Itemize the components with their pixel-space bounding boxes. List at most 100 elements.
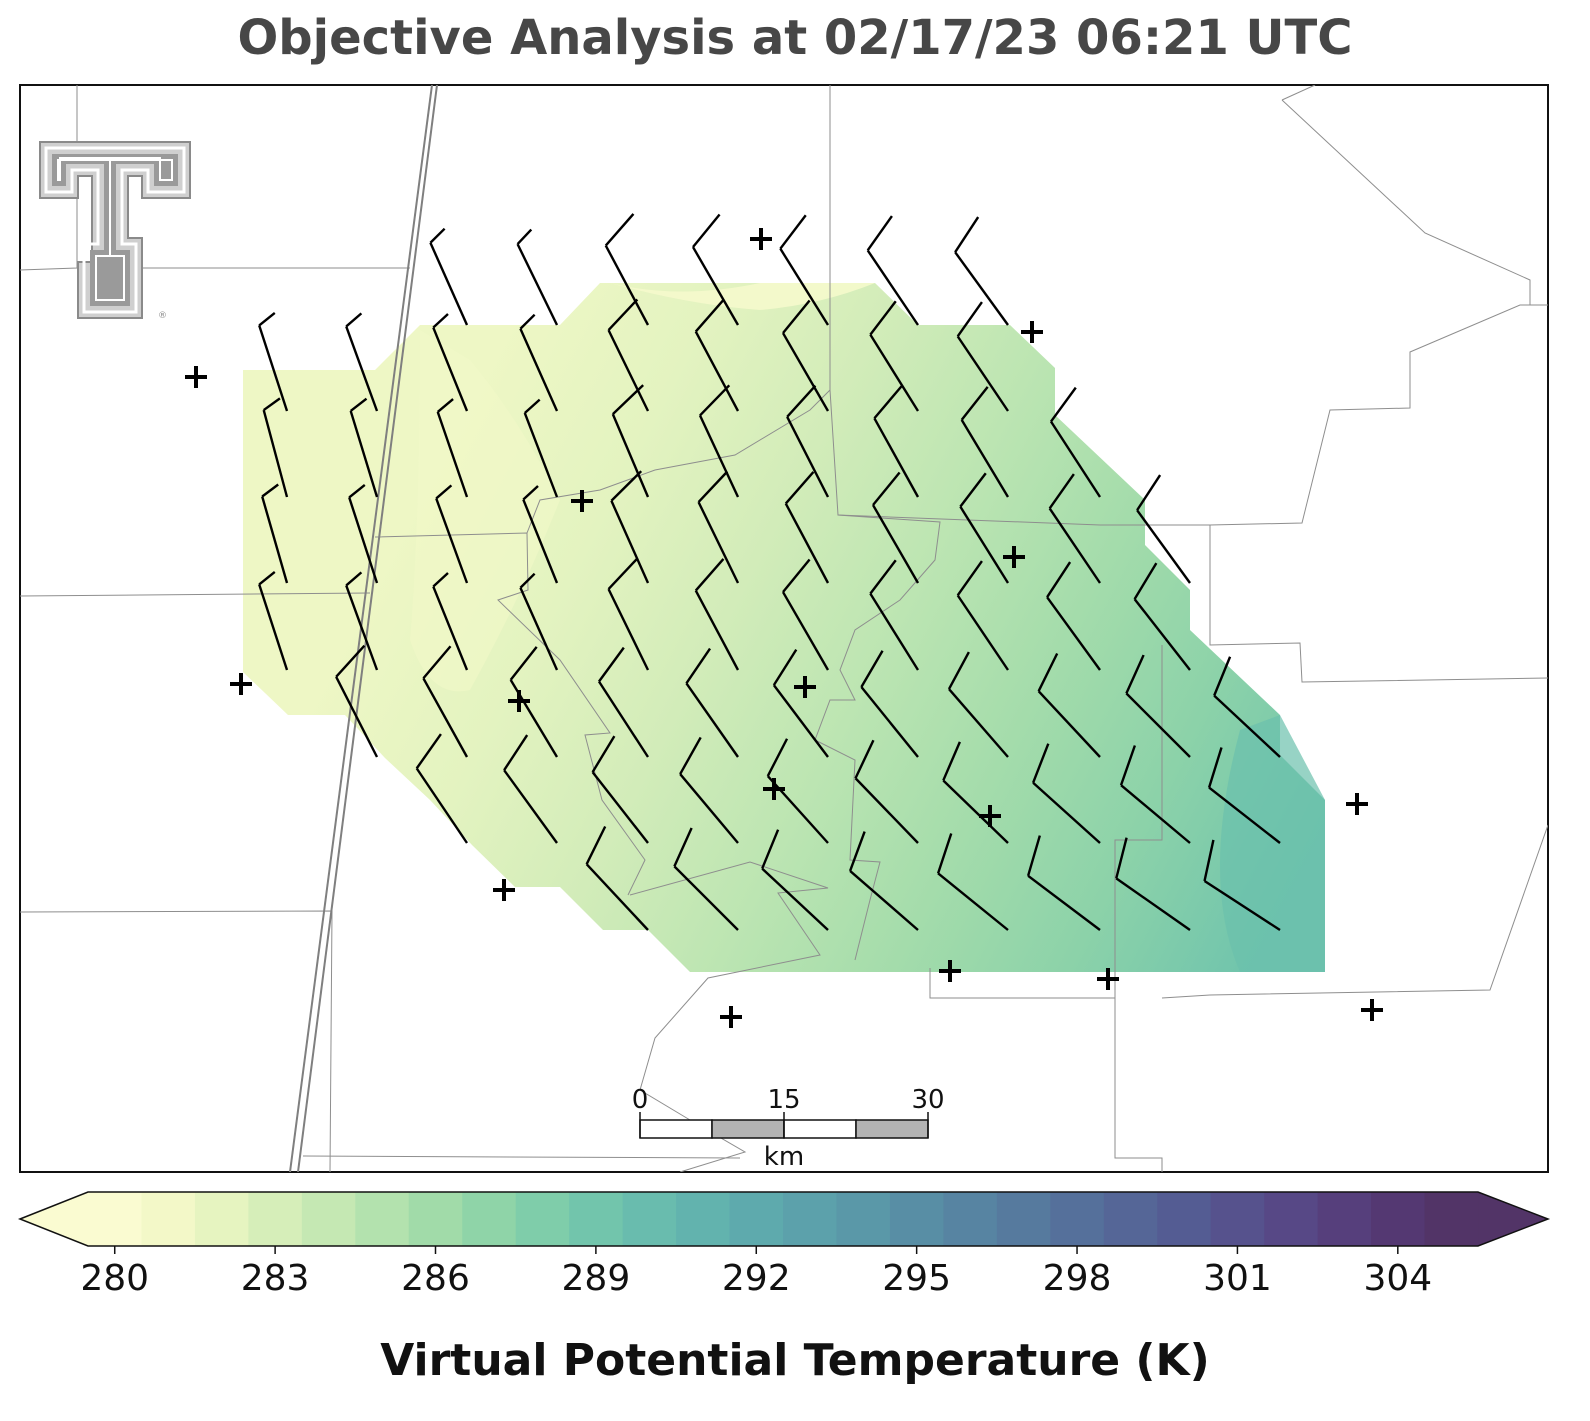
wind-barb-flag [956, 560, 983, 597]
station-marker [939, 960, 961, 982]
colorbar-segment [194, 1192, 249, 1246]
wind-barb-staff [1115, 877, 1191, 931]
wind-barb-staff [761, 867, 829, 931]
wind-barb-flag [782, 558, 811, 593]
wind-barb-staff [1027, 874, 1101, 931]
wind-barb-staff [694, 330, 740, 412]
colorbar-tick-label: 304 [1363, 1258, 1433, 1299]
wind-barb-flag [860, 650, 884, 688]
wind-barb-staff [591, 771, 649, 844]
wind-barb-flag [585, 825, 607, 865]
wind-barb-staff [698, 414, 740, 498]
colorbar-segment [836, 1192, 891, 1246]
wind-barb-flag [1119, 745, 1137, 786]
wind-barb-staff [942, 779, 1009, 844]
colorbar-segment [943, 1192, 998, 1246]
colorbar-segment [141, 1192, 196, 1246]
wind-barb-staff [522, 499, 559, 584]
wind-barb-flag [782, 299, 811, 334]
wind-barb-flag [598, 646, 625, 683]
wind-barb-staff [415, 767, 468, 844]
wind-barb-staff [432, 327, 469, 412]
colorbar-tick-labels: 280 283 286 289 292 295 298 301 304 [0, 1258, 1590, 1308]
registered-mark: ® [158, 311, 167, 321]
wind-barb-flag [960, 386, 989, 421]
colorbar-tick-label: 286 [401, 1258, 470, 1299]
wind-barb-staff [679, 773, 739, 844]
wind-barb-flag [258, 570, 276, 586]
station-marker [508, 690, 530, 712]
colorbar-outline [17, 1191, 1551, 1247]
wind-barb-staff [937, 872, 1009, 931]
wind-barb-flag [607, 298, 639, 331]
wind-barb-flag [432, 313, 449, 329]
wind-barb-staff [1213, 694, 1281, 758]
wind-barb-staff [611, 413, 650, 498]
wind-barb-staff [869, 593, 920, 671]
wind-barb-flag [435, 484, 453, 500]
wind-barb-staff [1133, 598, 1191, 671]
wind-barb-flag [697, 470, 729, 503]
colorbar [17, 1191, 1551, 1254]
colorbar-segment [676, 1192, 731, 1246]
station-marker [720, 1006, 742, 1028]
wind-barb-flag [866, 215, 893, 252]
wind-barb-flag [591, 735, 616, 773]
colorbar-segment [1317, 1192, 1372, 1246]
wind-barb-flag [772, 648, 798, 686]
wind-barb-staff [786, 416, 830, 498]
wind-barb-staff [781, 332, 830, 412]
wind-barb-flag [1136, 474, 1162, 511]
wind-barb-flag [869, 559, 897, 595]
colorbar-segment [355, 1192, 410, 1246]
wind-barb-flag [869, 300, 897, 336]
map-title: Objective Analysis at 02/17/23 06:21 UTC [237, 10, 1353, 66]
wind-barb-flag [959, 472, 987, 508]
wind-barb-flag [1046, 561, 1072, 598]
wind-barb-staff [1048, 507, 1101, 584]
colorbar-segment [248, 1192, 303, 1246]
wind-barb-staff [607, 588, 650, 671]
scale-unit: km [764, 1142, 804, 1172]
wind-barb-staff [849, 870, 919, 931]
colorbar-label: Virtual Potential Temperature (K) [380, 1335, 1210, 1386]
wind-barb-flag [784, 471, 815, 505]
wind-barb-flag [335, 644, 366, 678]
wind-barb-flag [345, 571, 363, 587]
colorbar-segment [408, 1192, 463, 1246]
wind-barb-flag [610, 470, 643, 502]
wind-barb-staff [1046, 596, 1101, 671]
colorbar-segment [1103, 1192, 1158, 1246]
station-markers [185, 228, 1383, 1028]
wind-barb-staff [873, 417, 920, 498]
wind-barb-flag [1049, 386, 1077, 423]
wind-barb-flag [694, 299, 725, 333]
station-marker [493, 879, 515, 901]
station-marker [185, 366, 207, 388]
wind-barb-staff [345, 326, 379, 412]
wind-barb-flag [345, 312, 363, 328]
wind-barb-flag [422, 645, 452, 680]
wind-barb-flag [673, 827, 693, 867]
wind-barb-flag [954, 216, 980, 253]
wind-barb-flag [685, 647, 712, 684]
wind-barb-staff [345, 585, 379, 671]
wind-barb-flag [1026, 835, 1041, 877]
wind-barb-staff [432, 586, 469, 671]
station-marker [1003, 546, 1025, 568]
wind-barb-staff [262, 409, 289, 498]
wind-barb-flag [1203, 839, 1215, 882]
colorbar-segment [622, 1192, 677, 1246]
wind-barb-flag [519, 572, 536, 589]
wind-barb-staff [779, 248, 830, 326]
colorbar-tick-label: 280 [80, 1258, 150, 1299]
wind-barb-flag [349, 397, 368, 412]
wind-barb-staff [610, 500, 650, 584]
wind-barb-staff [691, 246, 740, 326]
wind-barb-flag [258, 311, 276, 327]
colorbar-segment [889, 1192, 944, 1246]
station-marker [1097, 968, 1119, 990]
wind-barb-flag [936, 833, 953, 874]
wind-barb-staff [854, 777, 919, 844]
wind-barb-flag [612, 384, 644, 416]
